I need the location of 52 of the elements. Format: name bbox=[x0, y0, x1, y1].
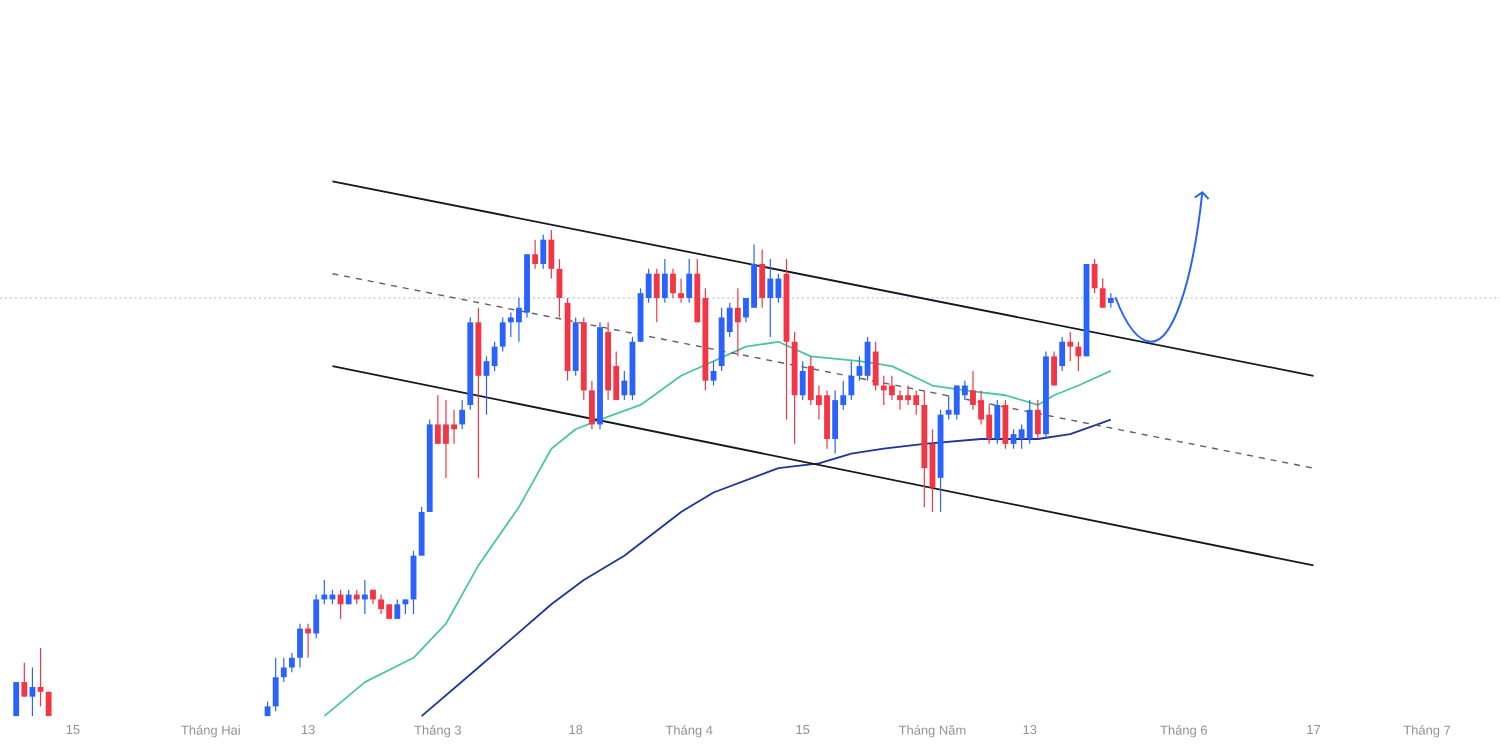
candlestick bbox=[775, 273, 782, 304]
candlestick bbox=[451, 409, 457, 445]
candlestick bbox=[807, 355, 814, 406]
candlestick bbox=[686, 258, 693, 304]
candlestick bbox=[897, 389, 903, 411]
candlestick bbox=[459, 399, 466, 430]
candlestick bbox=[986, 404, 993, 445]
candlestick bbox=[994, 399, 1001, 445]
candlestick bbox=[499, 316, 506, 353]
candlestick bbox=[905, 384, 912, 406]
candlestick bbox=[767, 258, 774, 338]
candlestick bbox=[532, 239, 539, 270]
candlestick bbox=[288, 652, 295, 673]
candlestick bbox=[540, 234, 547, 270]
candlestick bbox=[832, 389, 839, 455]
candlestick bbox=[864, 336, 871, 382]
candlestick bbox=[734, 287, 741, 357]
candlestick bbox=[945, 394, 952, 421]
candlestick bbox=[1091, 258, 1098, 294]
candlestick bbox=[751, 243, 757, 309]
candlestick bbox=[953, 384, 960, 421]
candlestick bbox=[848, 360, 855, 401]
candlestick bbox=[394, 598, 401, 620]
candlestick bbox=[378, 593, 385, 615]
candlestick bbox=[913, 389, 920, 416]
candlestick bbox=[1026, 399, 1033, 445]
candlestick bbox=[824, 389, 830, 450]
candlestick bbox=[1099, 277, 1106, 309]
candlestick bbox=[888, 375, 895, 401]
candlestick bbox=[872, 341, 879, 391]
candlestick bbox=[548, 229, 555, 280]
candlestick bbox=[1034, 399, 1041, 440]
candlestick bbox=[1051, 350, 1057, 387]
candlestick bbox=[1067, 331, 1074, 362]
candlestick bbox=[759, 248, 766, 309]
candlestick bbox=[661, 258, 668, 304]
candlestick bbox=[272, 657, 279, 712]
candlestick bbox=[507, 311, 514, 338]
candlestick bbox=[313, 593, 320, 639]
candlestick bbox=[1075, 341, 1082, 372]
candlestick bbox=[443, 399, 449, 479]
candlestick bbox=[491, 341, 498, 372]
candlestick bbox=[280, 657, 287, 683]
candlestick bbox=[678, 277, 685, 304]
candlestick bbox=[418, 506, 425, 557]
candlestick bbox=[434, 394, 441, 445]
candlestick bbox=[588, 380, 595, 430]
candlestick bbox=[653, 268, 660, 323]
candlestick bbox=[670, 268, 676, 299]
candlestick bbox=[1059, 336, 1066, 372]
candlestick bbox=[799, 360, 806, 401]
candlestick bbox=[297, 623, 303, 669]
